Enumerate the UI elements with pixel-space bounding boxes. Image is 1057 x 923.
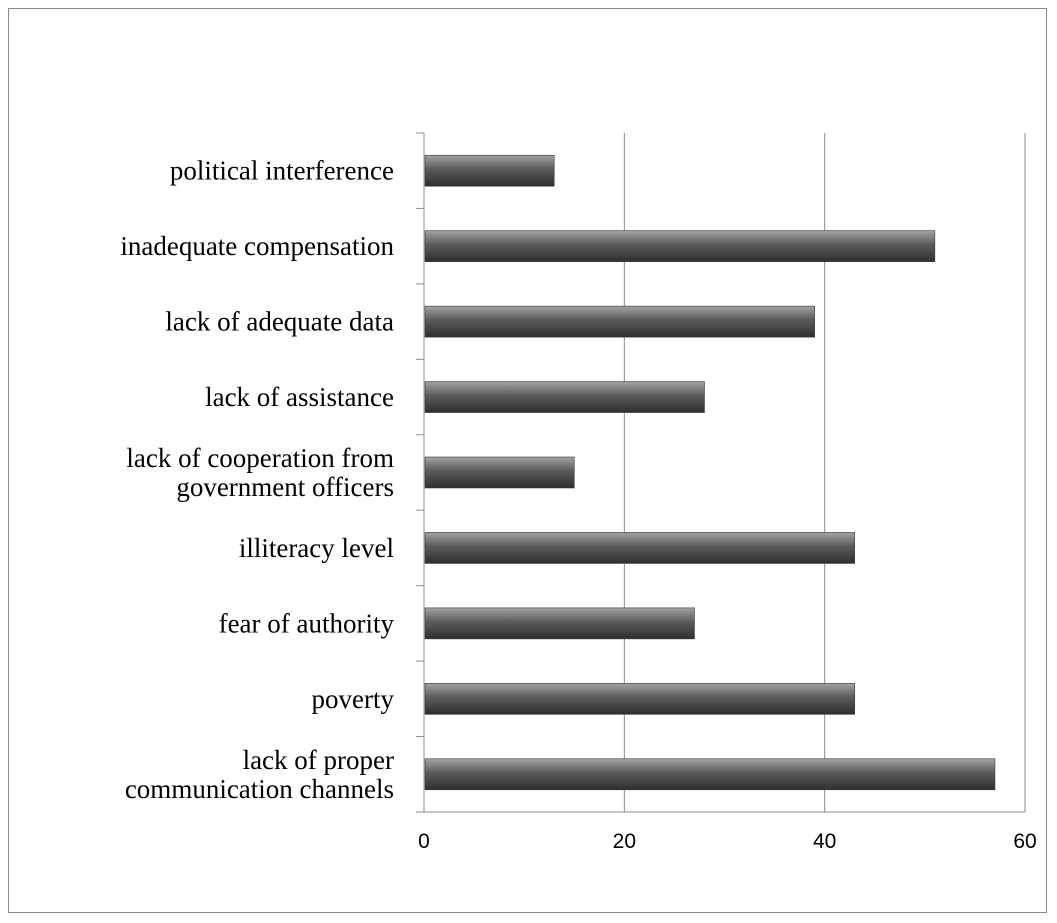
category-label: illiteracy level [239,533,394,563]
bar [424,532,856,564]
bar [424,607,695,640]
category-label: communication channels [125,774,394,804]
category-label: poverty [312,684,395,714]
category-label: inadequate compensation [120,231,394,261]
bar [424,230,936,262]
x-tick-label: 60 [1013,830,1036,853]
bar [424,154,555,187]
bars [424,154,996,791]
bar [424,456,575,489]
category-label: lack of proper [243,745,394,775]
bar [424,683,856,715]
category-label: political interference [170,156,394,186]
bar [424,305,815,338]
category-label: fear of authority [219,608,395,638]
x-tick-labels: 0 20 40 60 [418,830,1037,853]
axes [416,132,1025,813]
x-tick-label: 0 [418,830,430,853]
category-label: lack of cooperation from [126,443,394,473]
bar [424,758,996,791]
category-label: lack of assistance [205,382,394,412]
x-tick-label: 40 [813,830,836,853]
category-label: government officers [176,472,394,502]
category-label: lack of adequate data [165,307,394,337]
bar [424,381,705,413]
x-tick-label: 20 [613,830,636,853]
